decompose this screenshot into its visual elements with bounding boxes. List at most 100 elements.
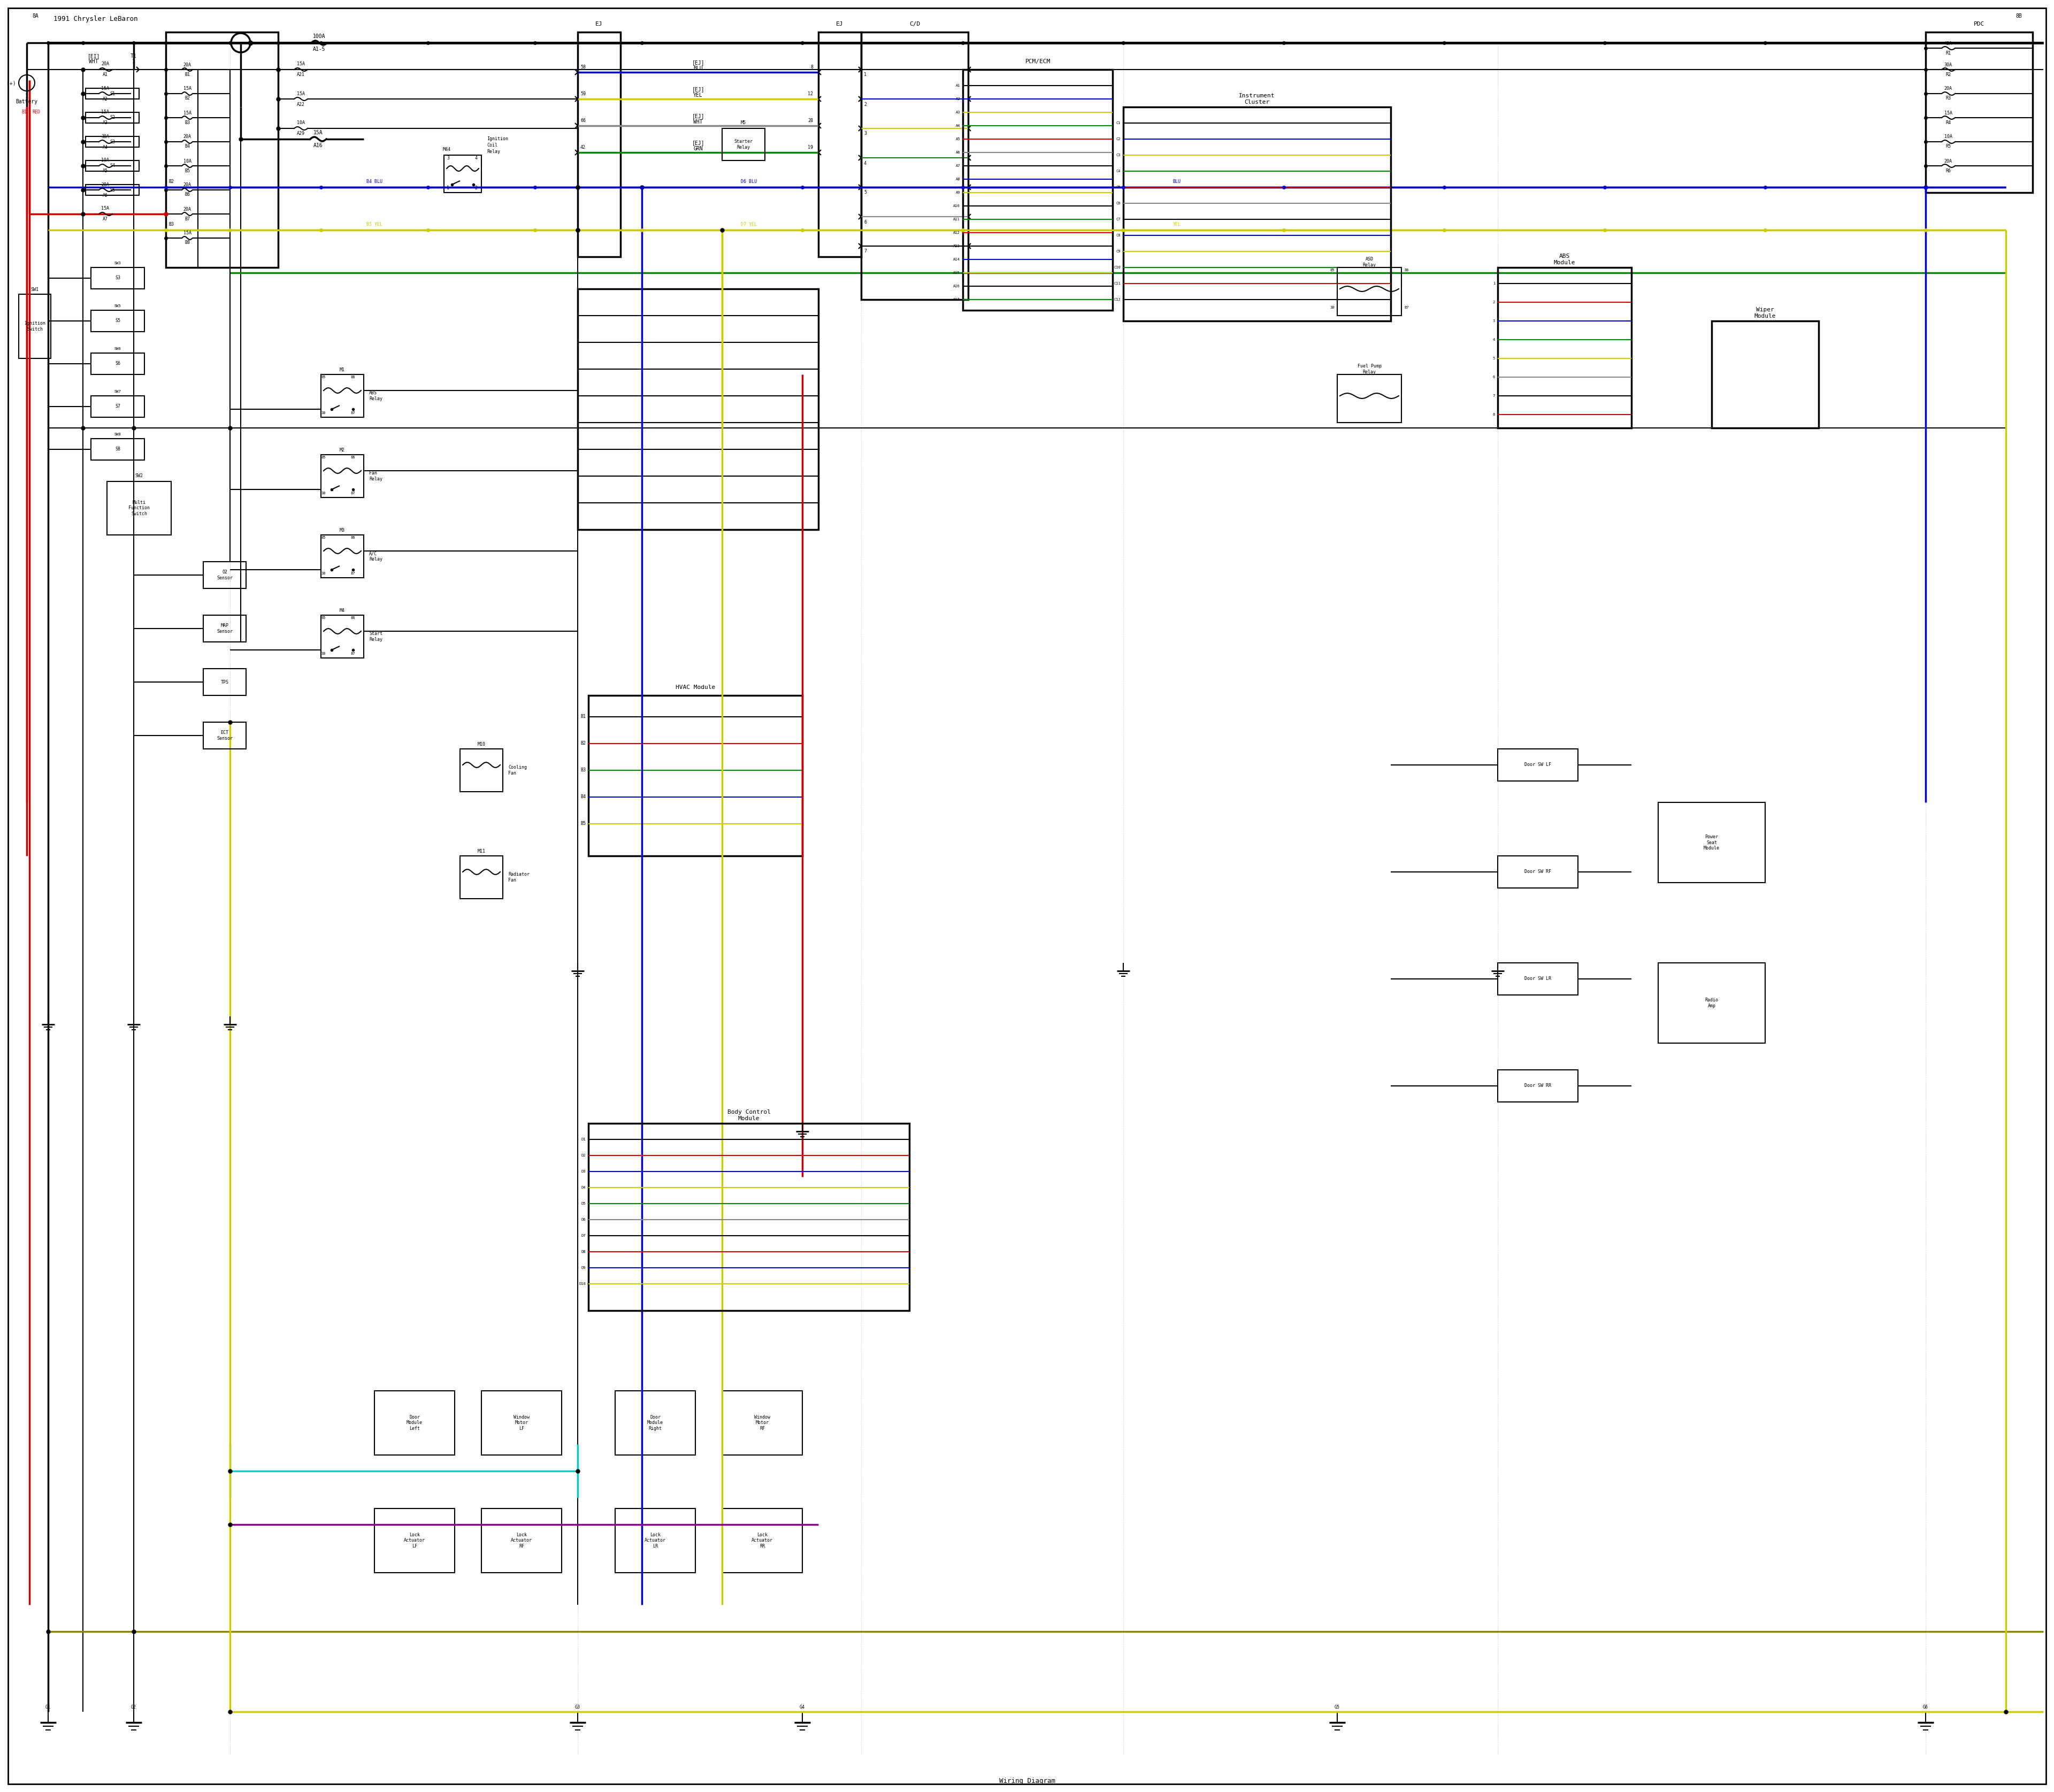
Text: A7: A7 xyxy=(103,217,109,222)
Text: ECT
Sensor: ECT Sensor xyxy=(216,731,232,740)
Bar xyxy=(587,695,803,857)
Text: 1: 1 xyxy=(865,72,867,77)
Text: 20A: 20A xyxy=(101,61,109,66)
Text: R2: R2 xyxy=(1945,72,1951,77)
Text: 28: 28 xyxy=(807,118,813,124)
Bar xyxy=(320,615,364,658)
Text: A4: A4 xyxy=(955,124,959,127)
Text: S5: S5 xyxy=(109,188,115,192)
Text: 7: 7 xyxy=(1493,394,1495,398)
Text: SW7: SW7 xyxy=(115,391,121,392)
Text: [EJ]: [EJ] xyxy=(692,140,705,145)
Text: B5 YEL: B5 YEL xyxy=(366,222,382,228)
Bar xyxy=(1497,749,1577,781)
Text: A16: A16 xyxy=(314,143,322,149)
Text: B1: B1 xyxy=(21,109,27,115)
Text: A15: A15 xyxy=(953,271,959,274)
Text: 87: 87 xyxy=(351,412,355,414)
Text: Lock
Actuator
LF: Lock Actuator LF xyxy=(405,1532,425,1548)
Text: A14: A14 xyxy=(953,258,959,262)
Text: D2: D2 xyxy=(581,1154,585,1158)
Text: PDC: PDC xyxy=(1974,22,1984,27)
Text: A/C
Relay: A/C Relay xyxy=(370,552,382,561)
Text: 100A: 100A xyxy=(312,34,327,39)
Text: SW6: SW6 xyxy=(115,348,121,351)
Text: 1: 1 xyxy=(1493,281,1495,285)
Text: D7 YEL: D7 YEL xyxy=(741,222,756,228)
Text: 30A: 30A xyxy=(101,134,109,138)
Text: A9: A9 xyxy=(955,192,959,194)
Text: 30: 30 xyxy=(320,572,327,575)
Text: 15A: 15A xyxy=(183,111,191,115)
Text: 86: 86 xyxy=(351,616,355,620)
Text: C11: C11 xyxy=(1113,281,1121,285)
Text: Relay: Relay xyxy=(487,149,499,154)
Text: B7: B7 xyxy=(185,217,189,220)
Text: 2: 2 xyxy=(1493,301,1495,305)
Bar xyxy=(1927,32,2033,192)
Text: 86: 86 xyxy=(1405,269,1409,272)
Text: 15A: 15A xyxy=(1943,111,1951,115)
Bar xyxy=(86,161,140,172)
Text: Window
Motor
RF: Window Motor RF xyxy=(754,1416,770,1430)
Text: 85: 85 xyxy=(320,455,327,459)
Text: 4: 4 xyxy=(474,156,477,159)
Text: B3: B3 xyxy=(581,769,585,772)
Text: 7: 7 xyxy=(865,249,867,254)
Bar xyxy=(203,561,246,588)
Bar xyxy=(1658,803,1764,883)
Text: A5: A5 xyxy=(955,138,959,142)
Text: C3: C3 xyxy=(1115,154,1121,156)
Text: 6: 6 xyxy=(1493,376,1495,378)
Text: B2: B2 xyxy=(168,179,175,185)
Text: B4: B4 xyxy=(185,143,189,149)
Bar xyxy=(90,396,144,418)
Text: ABS
Relay: ABS Relay xyxy=(370,391,382,401)
Text: M4: M4 xyxy=(339,609,345,613)
Bar xyxy=(861,32,967,299)
Bar xyxy=(90,267,144,289)
Text: 87: 87 xyxy=(351,491,355,495)
Text: 30: 30 xyxy=(320,652,327,656)
Text: WHT: WHT xyxy=(694,120,702,125)
Text: 87: 87 xyxy=(351,652,355,656)
Text: B2: B2 xyxy=(185,97,189,100)
Text: 1: 1 xyxy=(448,186,450,190)
Text: HVAC Module: HVAC Module xyxy=(676,685,715,690)
Text: Instrument
Cluster: Instrument Cluster xyxy=(1239,93,1276,104)
Text: 15A: 15A xyxy=(101,206,109,211)
Text: 1991 Chrysler LeBaron: 1991 Chrysler LeBaron xyxy=(53,16,138,22)
Bar xyxy=(723,1509,803,1573)
Text: SW8: SW8 xyxy=(115,432,121,435)
Text: 30: 30 xyxy=(320,491,327,495)
Text: S2: S2 xyxy=(109,115,115,120)
Text: S3: S3 xyxy=(115,276,121,281)
Text: 87: 87 xyxy=(1405,306,1409,310)
Text: B3: B3 xyxy=(168,222,175,228)
Text: A6: A6 xyxy=(955,151,959,154)
Text: SW3: SW3 xyxy=(115,262,121,265)
Text: 20A: 20A xyxy=(183,206,191,211)
Text: 4: 4 xyxy=(865,161,867,165)
Bar xyxy=(817,32,861,256)
Text: C2: C2 xyxy=(1115,138,1121,142)
Bar xyxy=(1711,321,1818,428)
Bar xyxy=(481,1509,561,1573)
Bar xyxy=(460,749,503,792)
Text: B4 BLU: B4 BLU xyxy=(366,179,382,185)
Text: S3: S3 xyxy=(109,140,115,143)
Bar xyxy=(481,1391,561,1455)
Text: PCM/ECM: PCM/ECM xyxy=(1025,59,1050,65)
Text: C8: C8 xyxy=(1115,233,1121,237)
Text: C1: C1 xyxy=(1115,122,1121,125)
Text: C12: C12 xyxy=(1113,297,1121,301)
Text: A1-5: A1-5 xyxy=(312,47,327,52)
Text: D10: D10 xyxy=(579,1283,585,1285)
Text: A17: A17 xyxy=(953,297,959,301)
Bar xyxy=(86,185,140,195)
Text: 15A: 15A xyxy=(314,131,322,136)
Text: G4: G4 xyxy=(799,1704,805,1710)
Bar xyxy=(723,1391,803,1455)
Bar xyxy=(374,1391,454,1455)
Bar xyxy=(86,113,140,124)
